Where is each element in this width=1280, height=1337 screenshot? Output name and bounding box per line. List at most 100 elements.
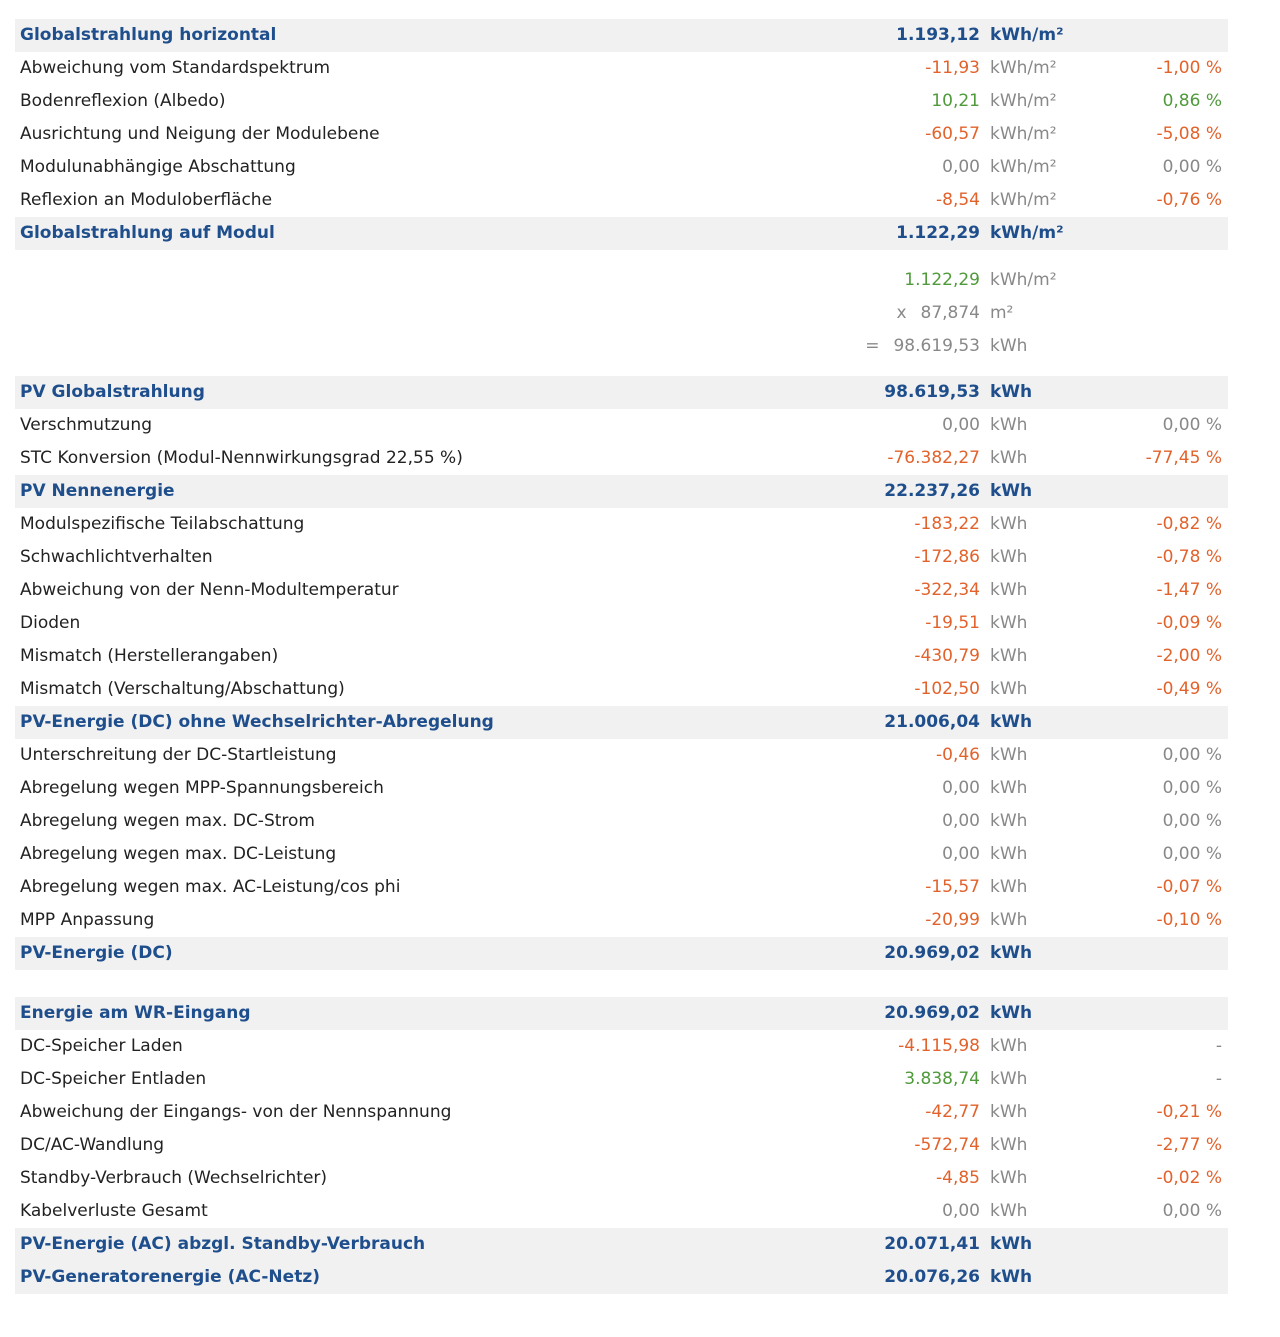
row-label: Kabelverluste Gesamt — [20, 1201, 208, 1221]
row-label: Abweichung vom Standardspektrum — [20, 58, 331, 78]
section: 1.122,29 kWh/m² x 87,874 m² = 98.619,53 kWh — [15, 264, 1228, 363]
unit: kWh — [990, 943, 1033, 963]
row: Modulunabhängige Abschattung 0,00 kWh/m² 0,… — [15, 151, 1228, 184]
percent: 0,00 % — [1162, 745, 1222, 765]
percent: 0,00 % — [1162, 778, 1222, 798]
row-label: PV-Energie (AC) abzgl. Standby-Verbrauch — [20, 1234, 426, 1254]
value: -572,74 — [914, 1135, 980, 1155]
row: Standby-Verbrauch (Wechselrichter) -4,85 k… — [15, 1162, 1228, 1195]
row-label: Unterschreitung der DC-Startleistung — [20, 745, 337, 765]
value: -8,54 — [936, 190, 980, 210]
value-cell: 3.838,74 — [904, 1063, 980, 1096]
percent: -0,07 % — [1156, 877, 1222, 897]
row: Abregelung wegen max. AC-Leistung/cos ph… — [15, 871, 1228, 904]
value-cell: -572,74 — [914, 1129, 980, 1162]
unit: kWh — [990, 679, 1028, 699]
value-cell: -11,93 — [925, 52, 980, 85]
row: Unterschreitung der DC-Startleistung -0,4… — [15, 739, 1228, 772]
value-cell: -172,86 — [914, 541, 980, 574]
value-cell: -76.382,27 — [887, 442, 980, 475]
percent: 0,86 % — [1162, 91, 1222, 111]
row: = 98.619,53 kWh — [15, 330, 1228, 363]
unit: kWh — [990, 1135, 1028, 1155]
value-cell: 1.122,29 — [904, 264, 980, 297]
value: 98.619,53 — [893, 336, 980, 356]
value: -172,86 — [914, 547, 980, 567]
unit: kWh/m² — [990, 25, 1064, 45]
unit: m² — [990, 303, 1014, 323]
percent: -77,45 % — [1145, 448, 1222, 468]
row-label: PV-Energie (DC) ohne Wechselrichter-Abre… — [20, 712, 494, 732]
unit: kWh — [990, 514, 1028, 534]
value-cell: x 87,874 — [896, 297, 980, 330]
row: Ausrichtung und Neigung der Modulebene -6… — [15, 118, 1228, 151]
value: -322,34 — [914, 580, 980, 600]
percent: -0,21 % — [1156, 1102, 1222, 1122]
row: Verschmutzung 0,00 kWh 0,00 % — [15, 409, 1228, 442]
unit: kWh — [990, 481, 1033, 501]
percent: 0,00 % — [1162, 844, 1222, 864]
unit: kWh — [990, 1234, 1033, 1254]
value: 1.122,29 — [896, 223, 980, 243]
unit: kWh — [990, 415, 1028, 435]
row-label: Mismatch (Herstellerangaben) — [20, 646, 279, 666]
row-label: PV-Energie (DC) — [20, 943, 173, 963]
unit: kWh — [990, 547, 1028, 567]
section: Globalstrahlung horizontal 1.193,12 kWh/m²… — [15, 19, 1228, 250]
value: -42,77 — [925, 1102, 980, 1122]
value-cell: 20.071,41 — [884, 1228, 980, 1261]
row-label: MPP Anpassung — [20, 910, 155, 930]
value-cell: 1.122,29 — [896, 217, 980, 250]
row-label: DC-Speicher Entladen — [20, 1069, 207, 1089]
unit: kWh — [990, 778, 1028, 798]
value: 0,00 — [942, 1201, 980, 1221]
row-label: Globalstrahlung auf Modul — [20, 223, 275, 243]
row-label: Abregelung wegen max. AC-Leistung/cos ph… — [20, 877, 401, 897]
unit: kWh/m² — [990, 223, 1064, 243]
value: -0,46 — [936, 745, 980, 765]
value: -20,99 — [925, 910, 980, 930]
total-row: Globalstrahlung horizontal 1.193,12 kWh/m² — [15, 19, 1228, 52]
row-label: Abweichung der Eingangs- von der Nennspa… — [20, 1102, 452, 1122]
row-label: Modulunabhängige Abschattung — [20, 157, 296, 177]
row: Abweichung der Eingangs- von der Nennspa… — [15, 1096, 1228, 1129]
row: Schwachlichtverhalten -172,86 kWh -0,78 % — [15, 541, 1228, 574]
value-cell: -19,51 — [925, 607, 980, 640]
row-label: PV Nennenergie — [20, 481, 175, 501]
row: 1.122,29 kWh/m² — [15, 264, 1228, 297]
unit: kWh — [990, 336, 1028, 356]
value-cell: 20.969,02 — [884, 997, 980, 1030]
percent: -1,47 % — [1156, 580, 1222, 600]
section: PV Globalstrahlung 98.619,53 kWh Verschmutz… — [15, 376, 1228, 970]
row: MPP Anpassung -20,99 kWh -0,10 % — [15, 904, 1228, 937]
unit: kWh — [990, 1036, 1028, 1056]
percent: -0,09 % — [1156, 613, 1222, 633]
value-cell: -430,79 — [914, 640, 980, 673]
row: Abregelung wegen max. DC-Strom 0,00 kWh 0,0… — [15, 805, 1228, 838]
total-row: PV Nennenergie 22.237,26 kWh — [15, 475, 1228, 508]
value-cell: 0,00 — [942, 772, 980, 805]
unit: kWh/m² — [990, 124, 1057, 144]
value: -15,57 — [925, 877, 980, 897]
section: Energie am WR-Eingang 20.969,02 kWh DC-Spei… — [15, 997, 1228, 1294]
value-cell: -15,57 — [925, 871, 980, 904]
total-row: PV-Generatorenergie (AC-Netz) 20.076,26 kW… — [15, 1261, 1228, 1294]
unit: kWh — [990, 745, 1028, 765]
value-cell: 21.006,04 — [884, 706, 980, 739]
row-label: Ausrichtung und Neigung der Modulebene — [20, 124, 380, 144]
row-label: Abregelung wegen MPP-Spannungsbereich — [20, 778, 384, 798]
percent: -0,82 % — [1156, 514, 1222, 534]
value: -4.115,98 — [898, 1036, 980, 1056]
unit: kWh — [990, 811, 1028, 831]
unit: kWh/m² — [990, 270, 1057, 290]
row: DC-Speicher Laden -4.115,98 kWh - — [15, 1030, 1228, 1063]
value: 98.619,53 — [884, 382, 980, 402]
unit: kWh — [990, 448, 1028, 468]
row-label: STC Konversion (Modul-Nennwirkungsgrad 2… — [20, 448, 463, 468]
unit: kWh — [990, 1102, 1028, 1122]
row: Mismatch (Verschaltung/Abschattung) -102,… — [15, 673, 1228, 706]
row-label: DC/AC-Wandlung — [20, 1135, 165, 1155]
percent: -2,77 % — [1156, 1135, 1222, 1155]
row-label: Bodenreflexion (Albedo) — [20, 91, 226, 111]
